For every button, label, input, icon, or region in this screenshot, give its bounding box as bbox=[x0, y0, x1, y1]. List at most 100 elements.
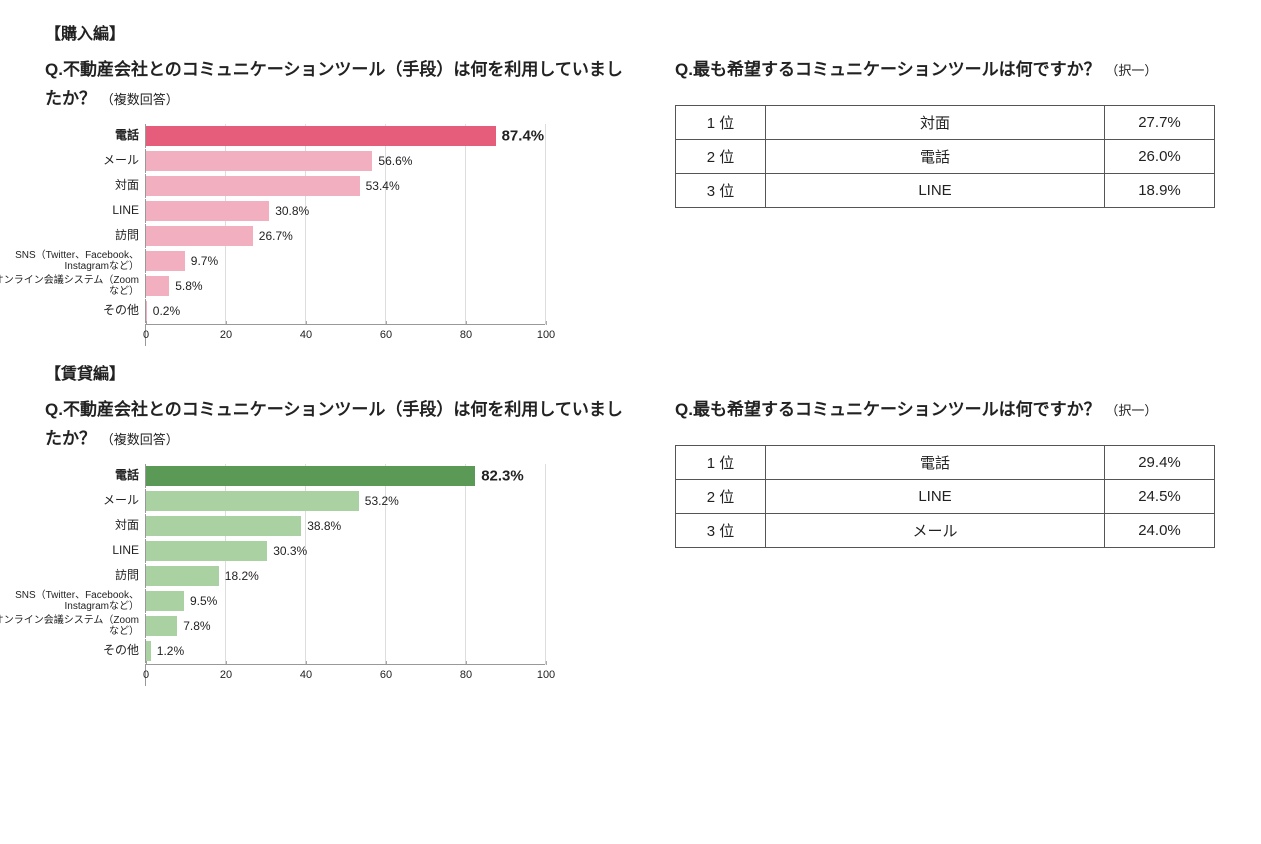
chart-bar-row: メール53.2% bbox=[145, 489, 635, 513]
chart-bar-fill bbox=[146, 516, 301, 536]
chart-bar-row: LINE30.3% bbox=[145, 539, 635, 563]
rent-table-title-sub: （択一） bbox=[1105, 403, 1157, 418]
table-row: 1 位電話29.4% bbox=[676, 445, 1215, 479]
chart-bar-value: 53.2% bbox=[365, 494, 399, 508]
chart-bar-value: 9.7% bbox=[191, 254, 218, 268]
chart-bar-fill bbox=[146, 226, 253, 246]
chart-bar-fill bbox=[146, 541, 267, 561]
buy-chart-title: Q.不動産会社とのコミュニケーションツール（手段）は何を利用していましたか？ （… bbox=[45, 56, 635, 114]
table-cell-rank: 1 位 bbox=[676, 105, 766, 139]
chart-x-tick: 40 bbox=[300, 325, 312, 341]
chart-x-tick: 0 bbox=[143, 325, 149, 341]
rent-chart-title-sub: （複数回答） bbox=[101, 432, 179, 447]
table-cell-name: メール bbox=[766, 513, 1105, 547]
chart-bar-label: SNS（Twitter、Facebook、Instagramなど） bbox=[0, 590, 145, 612]
table-cell-rank: 2 位 bbox=[676, 139, 766, 173]
chart-bar-value: 87.4% bbox=[502, 127, 545, 144]
table-cell-name: LINE bbox=[766, 479, 1105, 513]
table-cell-name: 対面 bbox=[766, 105, 1105, 139]
chart-bar-label: SNS（Twitter、Facebook、Instagramなど） bbox=[0, 250, 145, 272]
chart-bar-label: 訪問 bbox=[0, 229, 145, 242]
chart-bar-value: 5.8% bbox=[175, 279, 202, 293]
chart-bar-value: 82.3% bbox=[481, 467, 524, 484]
chart-bar-row: 電話82.3% bbox=[145, 464, 635, 488]
chart-x-tick: 20 bbox=[220, 665, 232, 681]
table-row: 1 位対面27.7% bbox=[676, 105, 1215, 139]
buy-ranking-table: 1 位対面27.7%2 位電話26.0%3 位LINE18.9% bbox=[675, 105, 1215, 208]
table-cell-rank: 3 位 bbox=[676, 513, 766, 547]
chart-x-tick: 20 bbox=[220, 325, 232, 341]
rent-left: Q.不動産会社とのコミュニケーションツール（手段）は何を利用していましたか？ （… bbox=[45, 396, 635, 686]
rent-chart: 電話82.3%メール53.2%対面38.8%LINE30.3%訪問18.2%SN… bbox=[145, 464, 635, 686]
chart-bar-fill bbox=[146, 126, 496, 146]
chart-bar-fill bbox=[146, 301, 147, 321]
table-cell-name: 電話 bbox=[766, 445, 1105, 479]
buy-right: Q.最も希望するコミュニケーションツールは何ですか？ （択一） 1 位対面27.… bbox=[675, 56, 1215, 346]
buy-left: Q.不動産会社とのコミュニケーションツール（手段）は何を利用していましたか？ （… bbox=[45, 56, 635, 346]
chart-bar-fill bbox=[146, 491, 359, 511]
table-cell-rank: 3 位 bbox=[676, 173, 766, 207]
chart-bar-value: 0.2% bbox=[153, 304, 180, 318]
chart-x-tick: 80 bbox=[460, 325, 472, 341]
chart-bar-fill bbox=[146, 251, 185, 271]
table-cell-name: 電話 bbox=[766, 139, 1105, 173]
chart-bar-row: オンライン会議システム（Zoomなど）7.8% bbox=[145, 614, 635, 638]
buy-table-title: Q.最も希望するコミュニケーションツールは何ですか？ （択一） bbox=[675, 56, 1215, 85]
chart-bar-fill bbox=[146, 176, 360, 196]
buy-row: Q.不動産会社とのコミュニケーションツール（手段）は何を利用していましたか？ （… bbox=[45, 56, 1216, 346]
chart-bar-row: 対面53.4% bbox=[145, 174, 635, 198]
table-cell-pct: 27.7% bbox=[1105, 105, 1215, 139]
chart-bar-label: その他 bbox=[0, 304, 145, 317]
buy-chart: 電話87.4%メール56.6%対面53.4%LINE30.8%訪問26.7%SN… bbox=[145, 124, 635, 346]
chart-x-tick: 40 bbox=[300, 665, 312, 681]
chart-bar-value: 30.8% bbox=[275, 204, 309, 218]
table-cell-rank: 2 位 bbox=[676, 479, 766, 513]
rent-ranking-table: 1 位電話29.4%2 位LINE24.5%3 位メール24.0% bbox=[675, 445, 1215, 548]
chart-bar-fill bbox=[146, 641, 151, 661]
table-cell-pct: 26.0% bbox=[1105, 139, 1215, 173]
chart-bar-label: メール bbox=[0, 154, 145, 167]
table-cell-pct: 24.5% bbox=[1105, 479, 1215, 513]
chart-bar-value: 53.4% bbox=[366, 179, 400, 193]
table-cell-pct: 29.4% bbox=[1105, 445, 1215, 479]
chart-x-tick: 100 bbox=[537, 665, 555, 681]
table-cell-name: LINE bbox=[766, 173, 1105, 207]
chart-bar-label: オンライン会議システム（Zoomなど） bbox=[0, 615, 145, 637]
chart-bar-row: その他0.2% bbox=[145, 299, 635, 323]
chart-bar-row: SNS（Twitter、Facebook、Instagramなど）9.7% bbox=[145, 249, 635, 273]
chart-bar-row: SNS（Twitter、Facebook、Instagramなど）9.5% bbox=[145, 589, 635, 613]
chart-bar-row: 対面38.8% bbox=[145, 514, 635, 538]
chart-bar-row: 訪問26.7% bbox=[145, 224, 635, 248]
chart-bar-row: 訪問18.2% bbox=[145, 564, 635, 588]
chart-bar-label: 対面 bbox=[0, 519, 145, 532]
rent-section-title: 【賃貸編】 bbox=[45, 360, 1216, 384]
chart-bar-fill bbox=[146, 616, 177, 636]
chart-bar-label: 対面 bbox=[0, 179, 145, 192]
table-row: 2 位LINE24.5% bbox=[676, 479, 1215, 513]
chart-bar-value: 26.7% bbox=[259, 229, 293, 243]
table-cell-pct: 24.0% bbox=[1105, 513, 1215, 547]
chart-bar-row: メール56.6% bbox=[145, 149, 635, 173]
chart-bar-label: メール bbox=[0, 494, 145, 507]
chart-bar-fill bbox=[146, 591, 184, 611]
table-cell-rank: 1 位 bbox=[676, 445, 766, 479]
chart-bar-label: LINE bbox=[0, 204, 145, 217]
chart-bar-row: LINE30.8% bbox=[145, 199, 635, 223]
buy-chart-title-sub: （複数回答） bbox=[101, 92, 179, 107]
chart-bar-fill bbox=[146, 151, 372, 171]
chart-bar-label: 訪問 bbox=[0, 569, 145, 582]
rent-right: Q.最も希望するコミュニケーションツールは何ですか？ （択一） 1 位電話29.… bbox=[675, 396, 1215, 686]
chart-bar-label: LINE bbox=[0, 544, 145, 557]
chart-bar-value: 18.2% bbox=[225, 569, 259, 583]
chart-bar-value: 7.8% bbox=[183, 619, 210, 633]
chart-bar-fill bbox=[146, 201, 269, 221]
rent-chart-title: Q.不動産会社とのコミュニケーションツール（手段）は何を利用していましたか？ （… bbox=[45, 396, 635, 454]
chart-bar-value: 38.8% bbox=[307, 519, 341, 533]
table-cell-pct: 18.9% bbox=[1105, 173, 1215, 207]
chart-bar-fill bbox=[146, 466, 475, 486]
rent-table-title-text: Q.最も希望するコミュニケーションツールは何ですか？ bbox=[675, 400, 1101, 419]
buy-section-title: 【購入編】 bbox=[45, 20, 1216, 44]
chart-bar-value: 9.5% bbox=[190, 594, 217, 608]
chart-x-tick: 0 bbox=[143, 665, 149, 681]
chart-bar-value: 56.6% bbox=[378, 154, 412, 168]
